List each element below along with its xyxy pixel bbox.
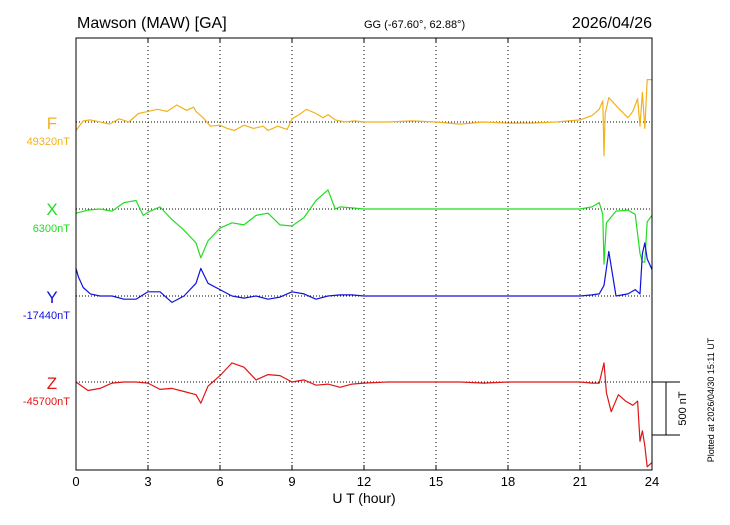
series-line-z (75, 362, 653, 468)
x-tick-label-9: 9 (288, 474, 295, 489)
scale-bar-label: 500 nT (677, 391, 689, 426)
axis-layer: 0 3 6 9 12 15 18 21 24 F 49320nT X 6300nT Y -17440nT Z -… (23, 38, 689, 489)
plotted-timestamp: Plotted at 2026/04/30 15:11 UT (706, 337, 716, 462)
baseline-label-f: 49320nT (27, 136, 71, 148)
series-name-y: Y (46, 288, 57, 307)
baseline-label-x: 6300nT (33, 223, 71, 235)
series-name-f: F (47, 114, 57, 133)
baseline-label-y: -17440nT (23, 310, 70, 322)
series-line-f (75, 79, 652, 157)
x-tick-label-15: 15 (429, 474, 443, 489)
series-line-x (75, 189, 653, 265)
x-tick-label-18: 18 (501, 474, 515, 489)
station-title: Mawson (MAW) [GA] (77, 15, 227, 32)
date-label: 2026/04/26 (572, 15, 652, 32)
coordinates-label: GG (-67.60°, 62.88°) (364, 19, 465, 31)
series-line-y (75, 242, 653, 303)
x-tick-label-3: 3 (144, 474, 151, 489)
series-name-x: X (46, 200, 57, 219)
series-name-z: Z (47, 374, 57, 393)
baseline-label-z: -45700nT (23, 396, 70, 408)
x-axis-label: U T (hour) (332, 490, 395, 506)
x-tick-label-12: 12 (357, 474, 371, 489)
x-tick-label-6: 6 (216, 474, 223, 489)
grid-layer (76, 38, 652, 470)
x-tick-label-0: 0 (72, 474, 79, 489)
series-layer (75, 79, 653, 468)
x-tick-label-24: 24 (645, 474, 659, 489)
x-tick-label-21: 21 (573, 474, 587, 489)
